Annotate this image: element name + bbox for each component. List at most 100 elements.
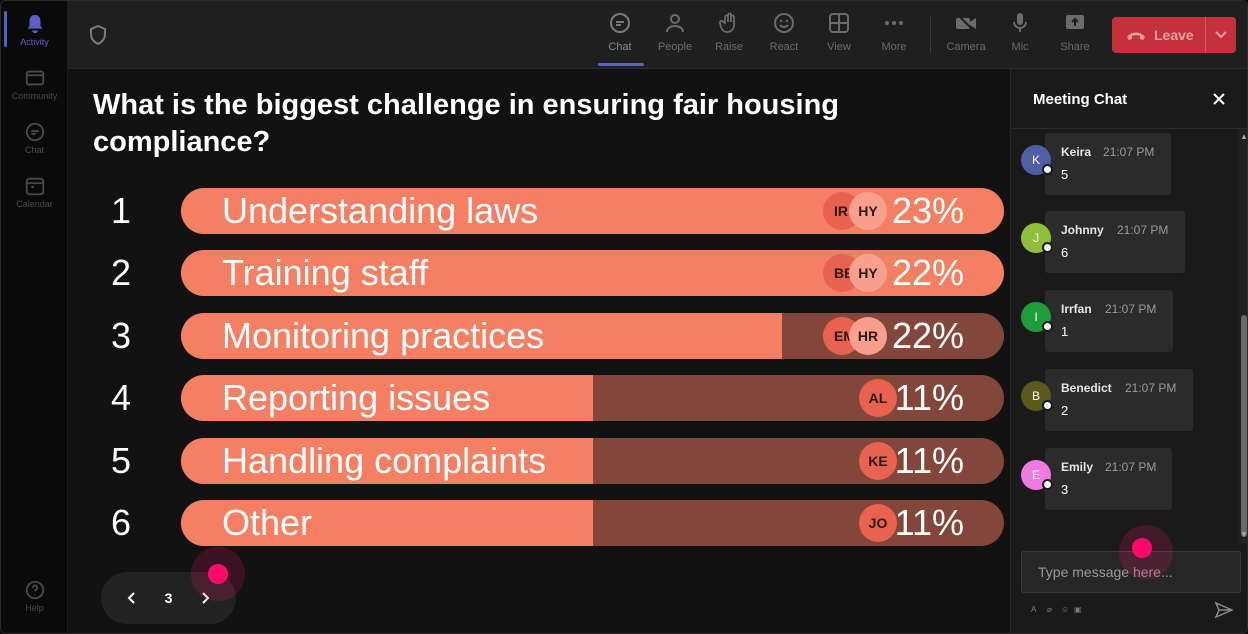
- poll-question: What is the biggest challenge in ensurin…: [93, 89, 840, 158]
- chat-avatar[interactable]: K: [1021, 145, 1053, 175]
- option-bar[interactable]: Monitoring practices EM HR 22%: [181, 313, 1004, 359]
- chat-icon: [25, 122, 44, 142]
- grid-icon: [829, 13, 849, 33]
- avatar-initial: K: [1031, 153, 1040, 167]
- emoji-icon[interactable]: ☺: [1061, 605, 1070, 614]
- hand-icon: [719, 12, 735, 33]
- option-bar[interactable]: Understanding laws IR HY 23%: [181, 188, 1004, 234]
- message-time: 21:07 PM: [1105, 302, 1157, 316]
- camera-button[interactable]: Camera: [942, 11, 990, 63]
- send-icon[interactable]: [1215, 601, 1233, 619]
- bell-icon: [27, 14, 42, 34]
- chat-scrollbar[interactable]: ▲ ▼: [1238, 129, 1248, 543]
- next-page-button[interactable]: [191, 584, 219, 612]
- rail-item-help[interactable]: Help: [1, 579, 68, 613]
- leave-label: Leave: [1154, 27, 1194, 43]
- option-bar[interactable]: Training staff BE HY 22%: [181, 250, 1004, 296]
- prev-page-button[interactable]: [118, 584, 146, 612]
- chat-avatar[interactable]: J: [1021, 223, 1053, 253]
- option-number: 5: [110, 440, 132, 481]
- meeting-toolbar: [68, 1, 1247, 69]
- option-number: 4: [110, 377, 132, 418]
- option-bar[interactable]: Handling complaints KE 11%: [181, 438, 1004, 484]
- scroll-thumb[interactable]: [1241, 315, 1247, 537]
- react-button[interactable]: React: [760, 11, 808, 63]
- option-percentage: 22%: [891, 315, 964, 356]
- chat-label: Chat: [608, 41, 632, 53]
- chat-message[interactable]: Benedict 21:07 PM 2: [1045, 369, 1193, 431]
- help-icon: [25, 580, 44, 600]
- leave-button[interactable]: Leave: [1112, 17, 1236, 53]
- chat-avatar[interactable]: E: [1021, 460, 1053, 490]
- message-text: 6: [1061, 245, 1069, 260]
- voter-avatar: AL: [859, 379, 897, 417]
- presence-status: [1042, 400, 1053, 411]
- people-button[interactable]: People: [651, 11, 699, 63]
- chat-message[interactable]: Keira 21:07 PM 5: [1045, 133, 1171, 195]
- chat-title: Meeting Chat: [1033, 91, 1128, 108]
- leave-main[interactable]: Leave: [1112, 17, 1206, 53]
- share-button[interactable]: Share: [1051, 11, 1099, 63]
- chat-avatar[interactable]: I: [1021, 302, 1053, 332]
- rail-label: Help: [25, 603, 44, 613]
- share-screen-icon: [1066, 15, 1084, 29]
- more-button[interactable]: More: [870, 11, 918, 63]
- option-bar[interactable]: Reporting issues AL 11%: [181, 375, 1004, 421]
- poll-option-row: 4 Reporting issues AL 11%: [101, 375, 1004, 421]
- shield-icon[interactable]: [89, 25, 107, 45]
- message-time: 21:07 PM: [1105, 460, 1157, 474]
- rail-item-community[interactable]: Community: [1, 67, 68, 101]
- attach-icon[interactable]: ⌀: [1047, 605, 1052, 614]
- poll-option-row: 2 Training staff BE HY 22%: [101, 250, 1004, 296]
- voter-avatar: JO: [859, 504, 897, 542]
- rail-item-calendar[interactable]: Calendar: [1, 175, 68, 209]
- raise-hand-button[interactable]: Raise: [705, 11, 753, 63]
- sender-name: Benedict: [1061, 381, 1112, 395]
- option-number: 3: [110, 315, 132, 356]
- option-percentage: 11%: [894, 377, 964, 418]
- message-text: 1: [1061, 324, 1069, 339]
- chat-button[interactable]: Chat: [596, 11, 644, 63]
- chat-message[interactable]: Johnny 21:07 PM 6: [1045, 211, 1185, 273]
- chat-message-input[interactable]: [1021, 551, 1241, 593]
- click-indicator: [208, 564, 228, 584]
- page-number: 3: [164, 590, 173, 606]
- click-indicator: [1132, 538, 1152, 558]
- poll-option-row: 3 Monitoring practices EM HR 22%: [101, 313, 1004, 359]
- option-label: Other: [222, 502, 313, 543]
- option-label: Handling complaints: [222, 440, 547, 481]
- rail-item-activity[interactable]: Activity: [1, 13, 68, 47]
- people-label: People: [657, 41, 693, 53]
- camera-label: Camera: [946, 41, 986, 53]
- chat-message[interactable]: Emily 21:07 PM 3: [1045, 448, 1172, 510]
- react-label: React: [769, 41, 799, 53]
- voter-avatar: HY: [849, 254, 887, 292]
- rail-item-chat[interactable]: Chat: [1, 121, 68, 155]
- scroll-up-arrow[interactable]: ▲: [1240, 132, 1248, 141]
- scroll-down-arrow[interactable]: ▼: [1240, 530, 1248, 539]
- people-icon: [666, 14, 684, 33]
- rail-label: Community: [11, 91, 58, 101]
- chat-message[interactable]: Irrfan 21:07 PM 1: [1045, 290, 1173, 352]
- chat-active-indicator: [598, 63, 644, 66]
- option-bar[interactable]: Other JO 11%: [181, 500, 1004, 546]
- option-number: 2: [110, 252, 132, 293]
- option-bar-fill: [181, 500, 593, 546]
- mic-button[interactable]: Mic: [996, 11, 1044, 63]
- sender-name: Irrfan: [1061, 302, 1092, 316]
- close-icon[interactable]: [1211, 91, 1227, 107]
- leave-options[interactable]: [1206, 31, 1236, 39]
- format-icon[interactable]: A: [1031, 605, 1037, 614]
- message-time: 21:07 PM: [1125, 381, 1177, 395]
- option-percentage: 22%: [891, 252, 964, 293]
- chat-header: Meeting Chat: [1011, 69, 1247, 129]
- poll-option-row: 1 Understanding laws IR HY 23%: [101, 188, 1004, 234]
- gif-icon[interactable]: ▣: [1074, 605, 1082, 614]
- chat-avatar[interactable]: B: [1021, 381, 1053, 411]
- community-icon: [25, 70, 44, 86]
- avatar-initial: J: [1033, 231, 1039, 245]
- mic-icon: [1013, 13, 1027, 32]
- rail-label: Chat: [24, 145, 44, 155]
- share-label: Share: [1060, 41, 1090, 53]
- view-button[interactable]: View: [815, 11, 863, 63]
